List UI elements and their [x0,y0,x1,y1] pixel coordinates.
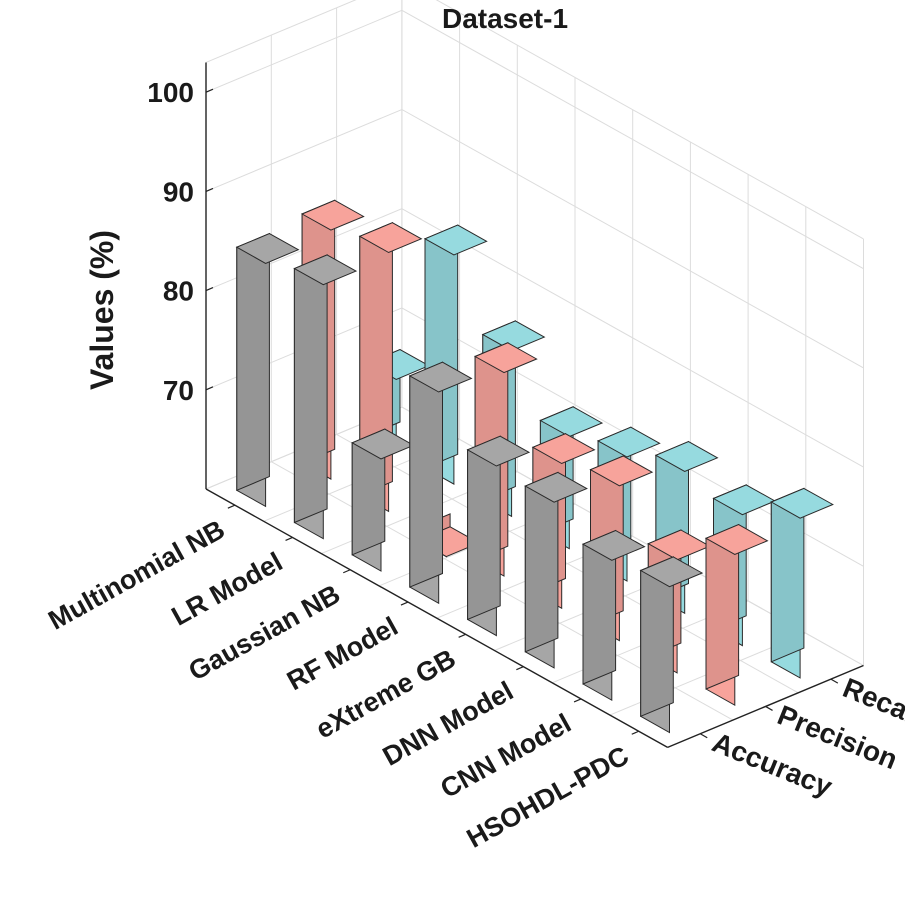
bar-accuracy-4 [466,435,531,637]
bar-accuracy-7 [639,556,704,734]
y-tick [830,678,839,684]
bar-side-face [293,254,328,524]
z-tick [205,88,214,93]
x-tick [285,536,293,542]
bar-accuracy-3 [408,361,473,605]
text-layer: Dataset-1 Values (%) 708090100Multinomia… [43,3,905,854]
bar-accuracy-2 [351,428,415,572]
bar-top-face [423,224,488,256]
bar-top-face [704,524,769,555]
z-tick-label: 100 [147,77,194,108]
bar-accuracy-5 [524,471,588,669]
bar-top-face [581,529,646,561]
grid-line [205,208,864,468]
bar-top-face [654,441,719,472]
x-tick [573,698,582,703]
x-tick [631,730,639,735]
z-tick [205,187,214,192]
x-tick [458,633,466,638]
series-label: Recall [839,672,905,732]
bars-layer [235,199,834,734]
bar-accuracy-1 [293,254,358,540]
bar-top-face [770,487,834,519]
chart-title: Dataset-1 [442,3,568,34]
x-axis-line [205,488,668,749]
bar-top-face [473,342,538,374]
bar-precision-7 [704,523,769,707]
x-tick [227,504,236,509]
axis-layer [205,62,864,749]
bar-top-face [235,233,300,264]
y-tick [699,733,708,739]
grid-line [205,108,864,369]
bar-accuracy-6 [581,529,646,702]
bar-top-face [408,361,473,393]
bar-top-face [466,435,531,467]
bar-top-face [531,433,596,465]
bar-accuracy-0 [235,232,300,508]
z-tick [205,287,214,292]
grid-line [205,9,864,270]
bar-top-face [300,199,365,231]
x-tick [516,666,524,671]
z-tick-label: 80 [163,276,194,307]
z-tick-label: 70 [163,375,194,406]
x-tick [400,601,409,606]
bar-recall-7 [770,487,834,679]
bar-side-face [409,361,443,588]
bar-side-face [236,232,270,492]
x-tick [343,569,351,574]
grid-line [205,307,864,567]
bar-top-face [524,471,588,503]
z-tick [205,386,214,391]
bar-top-face [358,222,423,254]
y-axis-label: Values (%) [84,230,120,390]
bar-top-face [293,254,358,286]
y-tick [765,705,773,711]
bar-top-face [539,406,604,438]
z-tick-label: 90 [163,176,194,207]
bar-top-face [589,455,654,487]
grid-line [205,0,864,240]
bar-top-face [639,556,704,588]
bar-top-face [596,426,661,458]
